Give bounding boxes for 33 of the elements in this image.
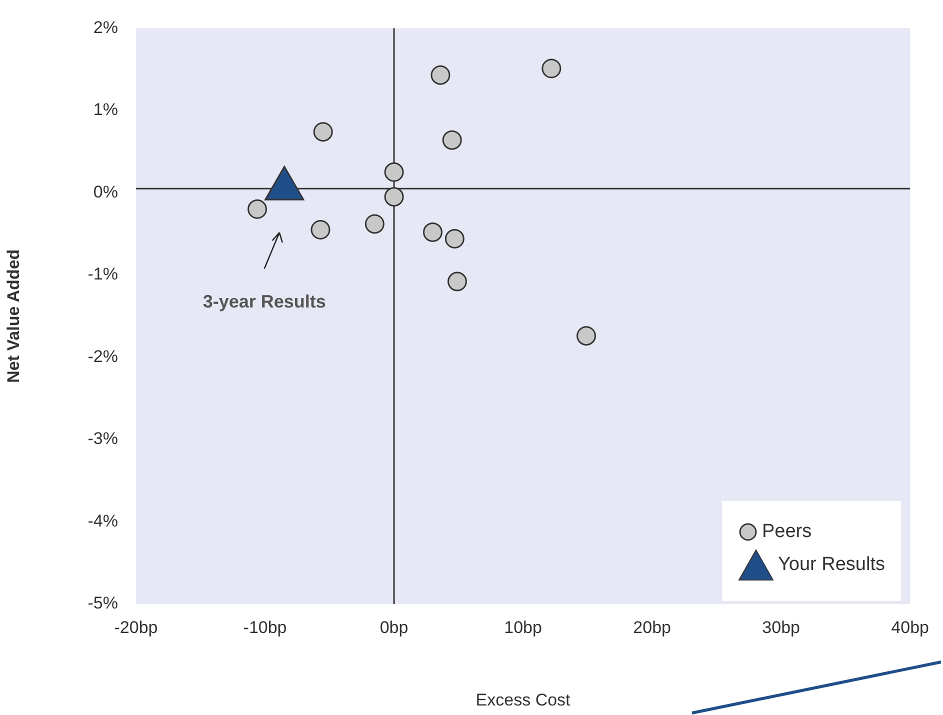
x-tick-label: 40bp [891, 618, 930, 637]
point [442, 130, 462, 150]
y-tick-label: -3% [88, 429, 118, 448]
point [542, 58, 562, 78]
annotation: 3-year Results [202, 292, 326, 312]
point [313, 122, 333, 142]
x-tick-label: 20bp [633, 618, 671, 637]
point [310, 220, 330, 240]
y-tick-label: -2% [88, 346, 118, 366]
legend-label: Peers [762, 521, 812, 543]
y-tick-label: -4% [88, 511, 118, 530]
y-tick-label: 0% [93, 182, 118, 202]
y-axis-title: Net Value Added [4, 249, 23, 383]
point [248, 199, 268, 219]
point [422, 222, 442, 242]
point [430, 65, 450, 85]
y-tick-label: 1% [93, 100, 118, 120]
y-tick-label: -1% [88, 264, 118, 284]
point [448, 272, 467, 292]
x-tick-label: -10bp [243, 618, 287, 637]
point [444, 229, 464, 249]
point [364, 214, 384, 234]
x-tick-label: 0bp [380, 618, 408, 637]
y-tick-label: -5% [88, 594, 118, 613]
x-tick-label: 30bp [762, 618, 800, 637]
point [576, 326, 596, 346]
x-tick-label: 10bp [504, 618, 542, 637]
legend-label: Your Results [778, 554, 885, 576]
point [384, 162, 404, 182]
point [384, 187, 404, 207]
y-tick-label: 2% [93, 18, 118, 37]
x-axis-title: Excess Cost [476, 690, 571, 710]
x-tick-label: -20bp [114, 618, 158, 637]
